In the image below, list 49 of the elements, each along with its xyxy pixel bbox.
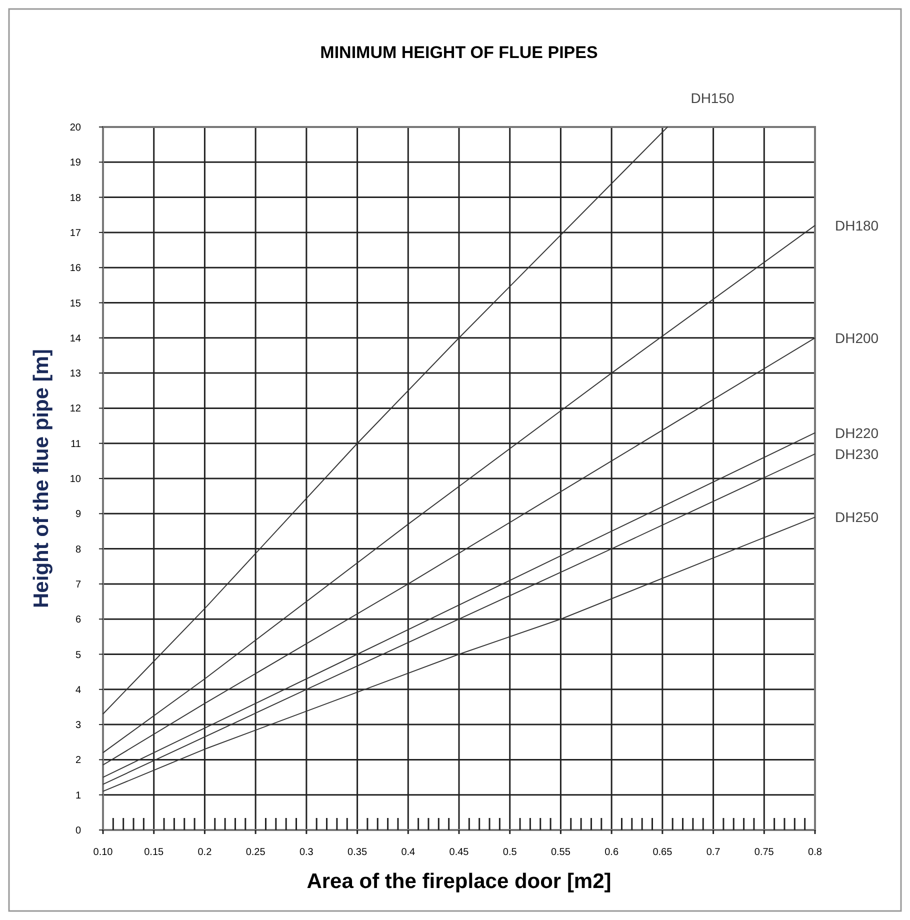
x-tick-label: 0.65 bbox=[652, 847, 673, 858]
line-series bbox=[102, 516, 816, 792]
x-tick-label: 0.3 bbox=[299, 847, 314, 858]
x-tick-label: 0.45 bbox=[449, 847, 470, 858]
x-tick-label: 0.2 bbox=[198, 847, 212, 858]
x-tick-label: 0.10 bbox=[93, 847, 114, 858]
y-tick-label: 19 bbox=[70, 158, 82, 169]
y-tick-label: 8 bbox=[75, 544, 82, 556]
line-series bbox=[102, 224, 816, 754]
x-tick-label: 0.35 bbox=[348, 847, 368, 858]
series-label: DH230 bbox=[835, 446, 879, 462]
series-label: DH200 bbox=[835, 330, 879, 346]
series-label: DH180 bbox=[835, 217, 879, 234]
x-tick-label: 0.15 bbox=[144, 847, 164, 858]
x-tick-label: 0.7 bbox=[706, 847, 721, 858]
y-tick-label: 20 bbox=[70, 122, 82, 134]
y-tick-label: 1 bbox=[75, 790, 82, 802]
y-tick-label: 2 bbox=[75, 755, 82, 766]
y-tick-label: 6 bbox=[75, 614, 82, 626]
x-tick-label: 0.5 bbox=[502, 847, 518, 858]
y-tick-label: 0 bbox=[75, 826, 82, 836]
x-tick-label: 0.4 bbox=[401, 847, 416, 858]
y-tick-label: 12 bbox=[70, 404, 82, 415]
y-tick-label: 18 bbox=[70, 192, 82, 204]
y-tick-label: 4 bbox=[75, 684, 82, 696]
y-tick-label: 10 bbox=[70, 474, 82, 485]
y-tick-label: 15 bbox=[70, 298, 82, 310]
x-tick-label: 0.6 bbox=[604, 847, 619, 858]
y-axis-title: Height of the flue pipe [m] bbox=[30, 349, 53, 608]
y-tick-label: 5 bbox=[75, 650, 82, 661]
series-label: DH220 bbox=[835, 424, 879, 441]
y-tick-label: 17 bbox=[70, 228, 82, 239]
y-tick-label: 13 bbox=[70, 368, 82, 380]
chart-title: MINIMUM HEIGHT OF FLUE PIPES bbox=[320, 43, 598, 62]
x-axis-title: Area of the fireplace door [m2] bbox=[306, 870, 612, 893]
series-label: DH250 bbox=[835, 509, 879, 526]
text: DH150 bbox=[690, 90, 735, 106]
y-tick-label: 3 bbox=[75, 720, 82, 732]
y-tick-label: 7 bbox=[75, 579, 82, 590]
y-tick-label: 9 bbox=[75, 509, 82, 520]
y-tick-label: 16 bbox=[70, 263, 82, 274]
x-tick-label: 0.55 bbox=[550, 847, 571, 858]
x-tick-label: 0.25 bbox=[246, 847, 266, 858]
y-tick-label: 11 bbox=[70, 438, 82, 450]
x-tick-label: 0.8 bbox=[808, 847, 822, 858]
y-tick-label: 14 bbox=[70, 333, 82, 344]
x-tick-label: 0.75 bbox=[754, 847, 774, 858]
line-series bbox=[102, 337, 816, 766]
line-series bbox=[102, 126, 668, 715]
